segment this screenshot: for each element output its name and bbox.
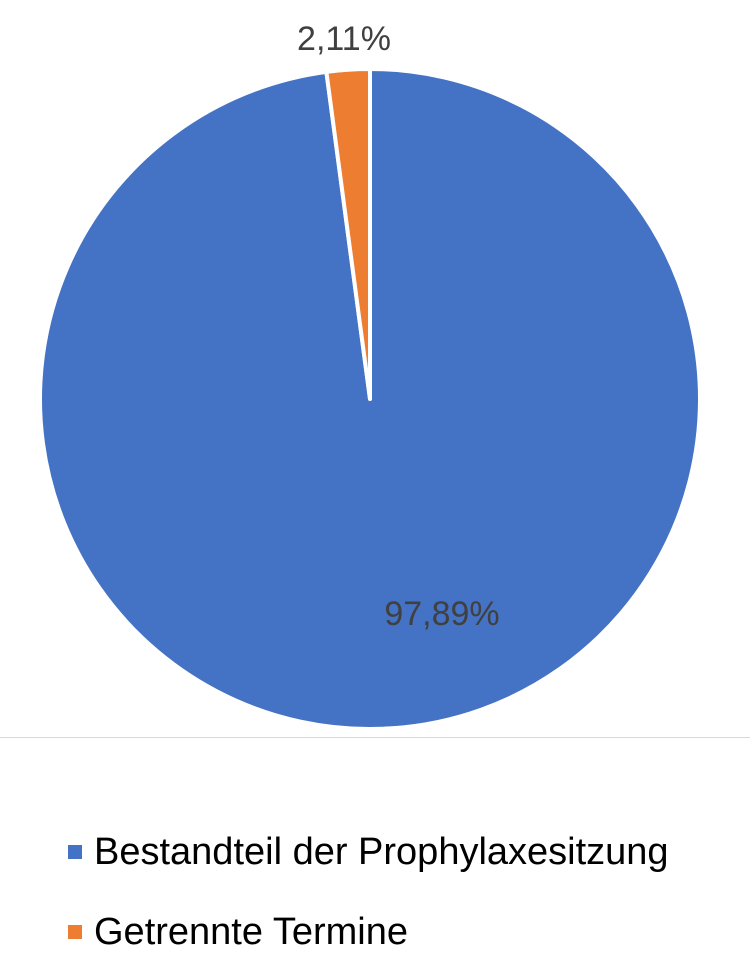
data-labels: 97,89% 2,11%	[297, 20, 500, 633]
pie-slice-getrennte-termine	[324, 67, 372, 401]
legend-label-bestandteil: Bestandteil der Prophylaxesitzung	[94, 830, 669, 873]
legend: Bestandteil der Prophylaxesitzung Getren…	[68, 812, 748, 972]
pie-chart-svg: 97,89% 2,11%	[38, 20, 702, 731]
data-label-bestandteil: 97,89%	[384, 595, 499, 633]
legend-label-getrennte-termine: Getrennte Termine	[94, 910, 409, 953]
legend-item-bestandteil: Bestandteil der Prophylaxesitzung	[68, 812, 748, 892]
legend-item-getrennte-termine: Getrennte Termine	[68, 892, 748, 972]
pie-slices	[38, 67, 702, 731]
chart-divider	[0, 737, 750, 738]
data-label-getrennte-termine: 2,11%	[297, 20, 391, 58]
legend-swatch-blue	[68, 845, 82, 859]
legend-swatch-orange	[68, 925, 82, 939]
